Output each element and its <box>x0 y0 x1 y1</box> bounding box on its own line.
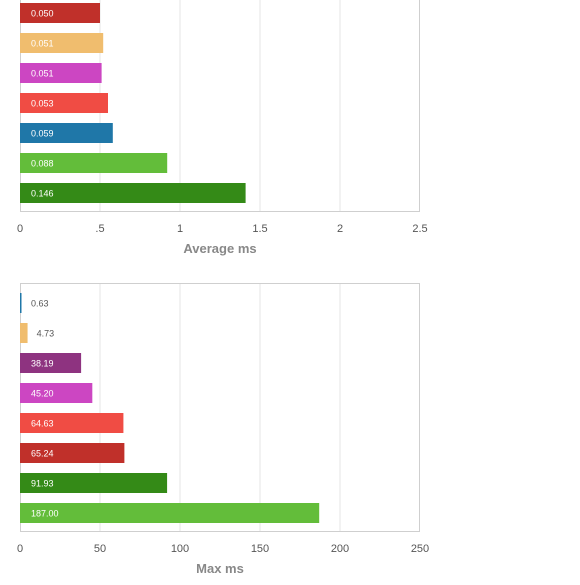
plot-area <box>20 283 420 532</box>
bar <box>20 503 320 523</box>
x-tick-label: .5 <box>95 223 104 235</box>
bar <box>20 413 124 433</box>
bar <box>20 353 82 373</box>
bar-value-label: 0.053 <box>31 99 54 109</box>
bar <box>20 3 100 23</box>
bar-value-label: 4.73 <box>37 329 55 339</box>
bar-value-label: 65.24 <box>31 449 54 459</box>
bar-value-label: 0.051 <box>31 69 54 79</box>
average-ms-chart: 0 .5 1 1.5 2 2.5 0.050 0.051 0.051 0.053 0.059 0.08… <box>17 0 428 256</box>
bar-value-label: 45.20 <box>31 389 54 399</box>
bar-value-label: 0.63 <box>31 299 49 309</box>
bar-value-label: 64.63 <box>31 419 54 429</box>
bar <box>20 293 22 313</box>
bar-value-label: 0.088 <box>31 159 54 169</box>
x-tick-label: 2.5 <box>412 223 427 235</box>
bar <box>20 473 168 493</box>
bar-value-label: 0.050 <box>31 9 54 19</box>
bar <box>20 153 168 173</box>
x-tick-label: 0 <box>17 223 23 235</box>
bar <box>20 63 102 83</box>
x-tick-label: 1 <box>177 223 183 235</box>
x-tick-label: 1.5 <box>252 223 267 235</box>
bar-value-label: 0.059 <box>31 129 54 139</box>
max-ms-chart: 0 50 100 150 200 250 0.63 4.73 38.19 45.20 64.63 65… <box>17 283 429 576</box>
x-tick-label: 100 <box>171 543 189 555</box>
x-axis-title: Max ms <box>196 561 244 576</box>
bar <box>20 443 125 463</box>
x-tick-label: 150 <box>251 543 269 555</box>
bar-value-label: 187.00 <box>31 509 59 519</box>
x-tick-label: 250 <box>411 543 429 555</box>
bar <box>20 323 28 343</box>
x-tick-label: 0 <box>17 543 23 555</box>
x-tick-label: 200 <box>331 543 349 555</box>
bar-value-label: 0.051 <box>31 39 54 49</box>
bar <box>20 123 113 143</box>
bar-value-label: 91.93 <box>31 479 54 489</box>
bar <box>20 383 93 403</box>
x-tick-label: 2 <box>337 223 343 235</box>
bar <box>20 183 246 203</box>
bar <box>20 93 108 113</box>
x-tick-label: 50 <box>94 543 106 555</box>
bar-value-label: 38.19 <box>31 359 54 369</box>
x-axis-title: Average ms <box>183 241 256 256</box>
bar <box>20 33 104 53</box>
bar-value-label: 0.146 <box>31 189 54 199</box>
